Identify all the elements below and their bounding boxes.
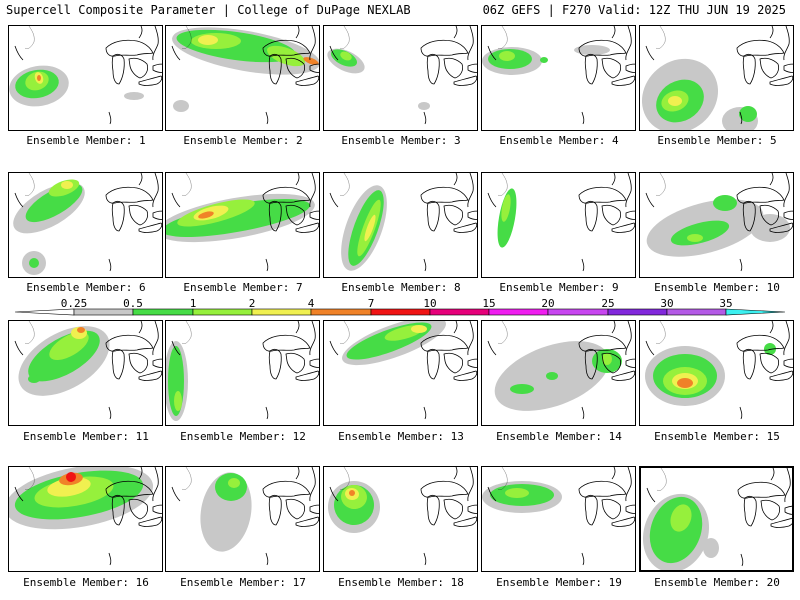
- colorbar-segment: [310, 308, 372, 316]
- ensemble-member-label: Ensemble Member: 8: [341, 281, 461, 294]
- map-field: [171, 467, 319, 566]
- map-field: [171, 26, 319, 125]
- ensemble-member-label: Ensemble Member: 19: [496, 576, 622, 589]
- ensemble-member-label: Ensemble Member: 3: [341, 134, 461, 147]
- ensemble-member-label: Ensemble Member: 20: [654, 576, 780, 589]
- colorbar-segment: [192, 308, 253, 316]
- colorbar-segment: [429, 308, 490, 316]
- ensemble-member-label: Ensemble Member: 4: [499, 134, 619, 147]
- ensemble-map-panel[interactable]: [165, 25, 320, 131]
- colorbar-segment: [607, 308, 668, 316]
- map-field: [487, 321, 635, 420]
- colorbar-segment: [370, 308, 431, 316]
- map-field: [645, 173, 793, 272]
- ensemble-map-panel[interactable]: [165, 172, 320, 278]
- map-field: [482, 26, 635, 125]
- map-field: [328, 467, 477, 566]
- ensemble-map-panel[interactable]: [481, 466, 636, 572]
- map-field: [327, 26, 477, 125]
- colorbar-level-label: 7: [367, 297, 375, 310]
- ensemble-member-label: Ensemble Member: 6: [26, 281, 146, 294]
- colorbar-level-label: 0.5: [123, 297, 143, 310]
- colorbar-level-label: 35: [719, 297, 733, 310]
- ensemble-member-label: Ensemble Member: 5: [657, 134, 777, 147]
- ensemble-member-label: Ensemble Member: 9: [499, 281, 619, 294]
- map-field: [13, 173, 162, 275]
- ensemble-map-panel[interactable]: [8, 320, 163, 426]
- ensemble-map-panel[interactable]: [323, 25, 478, 131]
- ensemble-member-label: Ensemble Member: 10: [654, 281, 780, 294]
- map-field: [166, 173, 319, 272]
- ensemble-map-panel[interactable]: [639, 466, 794, 572]
- map-field: [14, 321, 162, 420]
- ensemble-map-panel[interactable]: [639, 25, 794, 131]
- ensemble-map-panel[interactable]: [8, 25, 163, 131]
- ensemble-member-label: Ensemble Member: 14: [496, 430, 622, 443]
- map-field: [9, 467, 162, 566]
- ensemble-member-label: Ensemble Member: 7: [183, 281, 303, 294]
- colorbar-segment: [725, 308, 786, 316]
- ensemble-member-label: Ensemble Member: 17: [180, 576, 306, 589]
- title-left: Supercell Composite Parameter | College …: [6, 3, 411, 17]
- colorbar-segment: [251, 308, 312, 316]
- title-right: 06Z GEFS | F270 Valid: 12Z THU JUN 19 20…: [482, 3, 786, 17]
- colorbar: [14, 308, 786, 316]
- ensemble-map-panel[interactable]: [481, 172, 636, 278]
- colorbar-level-label: 0.25: [60, 297, 88, 310]
- colorbar-level-label: 30: [660, 297, 674, 310]
- ensemble-map-panel[interactable]: [8, 172, 163, 278]
- colorbar-level-label: 4: [307, 297, 315, 310]
- ensemble-member-label: Ensemble Member: 13: [338, 430, 464, 443]
- colorbar-level-label: 10: [423, 297, 437, 310]
- map-field: [9, 26, 162, 125]
- map-field: [642, 468, 792, 570]
- map-field: [487, 173, 635, 272]
- map-field: [645, 321, 793, 420]
- ensemble-map-panel[interactable]: [323, 320, 478, 426]
- ensemble-map-panel[interactable]: [639, 320, 794, 426]
- ensemble-member-label: Ensemble Member: 1: [26, 134, 146, 147]
- map-field: [482, 467, 635, 566]
- map-field: [329, 173, 477, 272]
- colorbar-level-label: 15: [482, 297, 496, 310]
- ensemble-member-label: Ensemble Member: 15: [654, 430, 780, 443]
- ensemble-map-panel[interactable]: [481, 25, 636, 131]
- ensemble-map-panel[interactable]: [639, 172, 794, 278]
- ensemble-map-panel[interactable]: [165, 466, 320, 572]
- ensemble-member-label: Ensemble Member: 18: [338, 576, 464, 589]
- map-field: [329, 321, 477, 420]
- ensemble-map-panel[interactable]: [8, 466, 163, 572]
- ensemble-map-panel[interactable]: [165, 320, 320, 426]
- ensemble-map-panel[interactable]: [481, 320, 636, 426]
- map-field: [641, 26, 793, 130]
- colorbar-level-label: 25: [601, 297, 615, 310]
- colorbar-segment: [488, 308, 549, 316]
- map-field: [166, 321, 319, 421]
- colorbar-level-label: 2: [248, 297, 256, 310]
- ensemble-map-panel[interactable]: [323, 172, 478, 278]
- ensemble-member-label: Ensemble Member: 16: [23, 576, 149, 589]
- colorbar-segment: [666, 308, 727, 316]
- ensemble-member-label: Ensemble Member: 12: [180, 430, 306, 443]
- colorbar-level-label: 20: [541, 297, 555, 310]
- ensemble-member-label: Ensemble Member: 11: [23, 430, 149, 443]
- colorbar-level-label: 1: [189, 297, 197, 310]
- colorbar-segment: [547, 308, 609, 316]
- ensemble-member-label: Ensemble Member: 2: [183, 134, 303, 147]
- ensemble-map-panel[interactable]: [323, 466, 478, 572]
